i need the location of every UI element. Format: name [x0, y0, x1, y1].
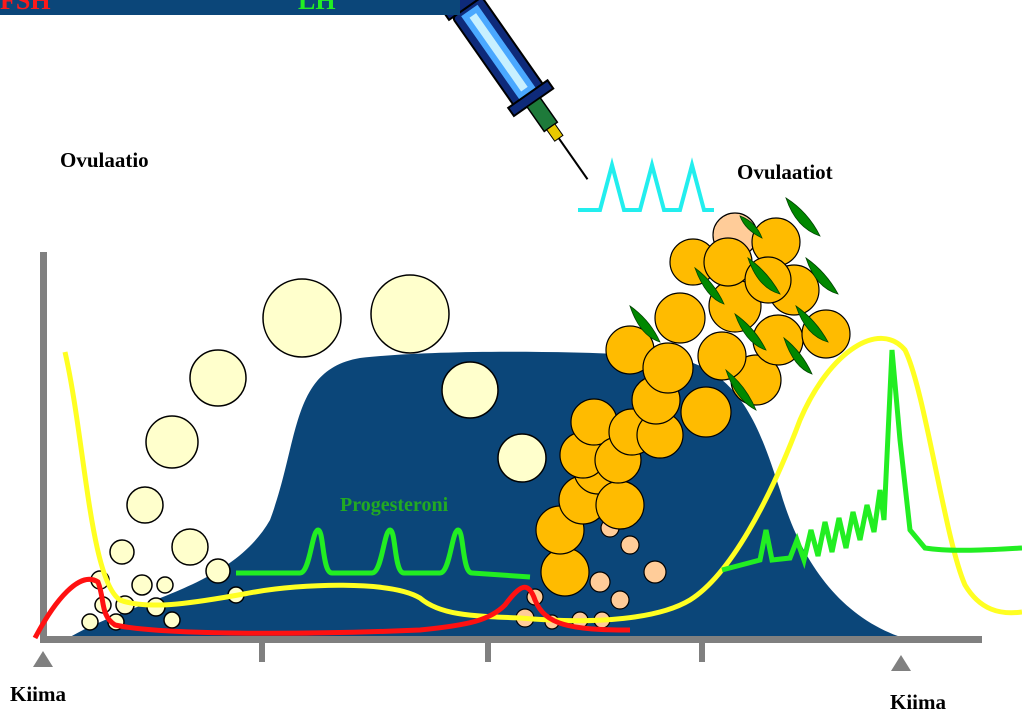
follicle [370, 274, 450, 354]
legend-box: FSH LH [0, 0, 460, 15]
leaf [747, 256, 781, 295]
follicle [81, 613, 99, 631]
axes [40, 252, 982, 662]
leaf [629, 304, 661, 343]
leaf [739, 215, 763, 239]
corpus-luteum-cluster [535, 217, 851, 597]
follicle [109, 539, 135, 565]
follicle [131, 574, 153, 596]
follicle [497, 433, 547, 483]
leaf [783, 336, 813, 375]
follicle [163, 611, 181, 629]
x-axis-tick [485, 640, 491, 662]
follicle [145, 415, 199, 469]
follicle [126, 486, 164, 524]
corpus-luteum [540, 547, 590, 597]
leaf [805, 256, 839, 295]
heat-label-left: Kiima [10, 682, 66, 706]
leaf [795, 304, 829, 343]
leaf [734, 312, 767, 351]
corpus-luteum [642, 342, 694, 394]
follicle [171, 528, 209, 566]
corpus-luteum [654, 292, 706, 344]
lh-curve [721, 349, 1022, 573]
follicle [156, 576, 174, 594]
leaf [785, 197, 821, 237]
small-follicle [620, 535, 640, 555]
x-axis-tick [259, 640, 265, 662]
legend-fsh: FSH [0, 0, 51, 15]
injection-pulses [578, 157, 714, 212]
estrogen-curve [62, 336, 1022, 624]
corpus-luteum [595, 480, 645, 530]
small-follicle [643, 560, 667, 584]
corpus-luteum [697, 331, 747, 381]
y-axis [40, 252, 47, 642]
syringe-icon [440, 0, 589, 180]
ovulation-label: Ovulaatio [60, 148, 149, 172]
small-follicle [589, 571, 611, 593]
follicle-wave [81, 274, 547, 631]
progesterone-pulses [236, 527, 531, 580]
ovulations-label: Ovulaatiot [737, 160, 833, 184]
follicle [262, 278, 342, 358]
legend-lh: LH [298, 0, 336, 15]
follicle [189, 349, 247, 407]
leaf [694, 266, 725, 305]
corpus-luteum [680, 386, 732, 438]
ovulation-leaves [629, 197, 839, 411]
small-follicle [610, 590, 630, 610]
progesterone-label: Progesteroni [340, 494, 449, 516]
follicle [205, 558, 231, 584]
triangle-up-icon [891, 655, 911, 671]
heat-label-right: Kiima [890, 690, 946, 714]
x-axis-tick [699, 640, 705, 662]
follicle [441, 361, 499, 419]
x-axis [40, 636, 982, 643]
fsh-curve [32, 576, 631, 640]
triangle-up-icon [33, 651, 53, 667]
leaf [725, 368, 757, 411]
